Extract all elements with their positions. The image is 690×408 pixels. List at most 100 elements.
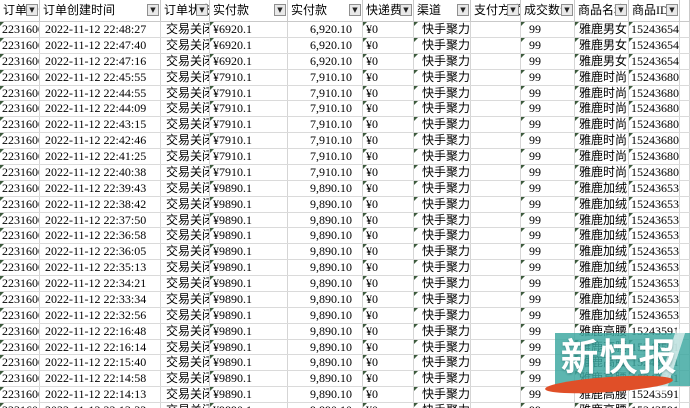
cell-product_id[interactable]: 152436539 <box>629 307 680 323</box>
cell-paid_num[interactable]: 9,890.10 <box>288 260 363 275</box>
cell-order_id[interactable]: 2231600 <box>0 244 40 260</box>
cell-status[interactable]: 交易关闭 <box>161 403 210 408</box>
cell-channel[interactable]: 快手聚力计 <box>414 339 471 355</box>
cell-channel[interactable]: 快手聚力计 <box>414 117 471 133</box>
cell-product[interactable]: 雅鹿高腰 <box>575 387 629 402</box>
cell-product[interactable]: 雅鹿加绒 <box>575 260 629 275</box>
cell-paid_text[interactable]: ¥9890.1 <box>210 355 288 371</box>
cell-payment[interactable] <box>471 403 521 408</box>
cell-paid_num[interactable]: 6,920.10 <box>288 22 363 37</box>
cell-paid_num[interactable]: 7,910.10 <box>288 133 363 148</box>
cell-created[interactable]: 2022-11-12 22:34:21 <box>40 276 161 291</box>
filter-dropdown-icon[interactable]: ▼ <box>666 4 678 16</box>
cell-product_id[interactable]: 152436539 <box>629 276 680 291</box>
cell-product[interactable]: 雅鹿时尚 <box>575 133 629 148</box>
cell-shipping[interactable]: ¥0 <box>363 180 414 196</box>
cell-created[interactable]: 2022-11-12 22:44:09 <box>40 101 161 117</box>
cell-order_id[interactable]: 2231600 <box>0 164 40 180</box>
cell-extra[interactable] <box>680 22 690 37</box>
cell-shipping[interactable]: ¥0 <box>363 53 414 69</box>
cell-paid_num[interactable]: 9,890.10 <box>288 196 363 212</box>
cell-paid_text[interactable]: ¥9890.1 <box>210 323 288 339</box>
cell-shipping[interactable]: ¥0 <box>363 276 414 291</box>
cell-order_id[interactable]: 2231600 <box>0 196 40 212</box>
cell-paid_num[interactable]: 9,890.10 <box>288 403 363 408</box>
cell-payment[interactable] <box>471 149 521 164</box>
filter-dropdown-icon[interactable]: ▼ <box>147 4 159 16</box>
cell-product_id[interactable]: 152435910 <box>629 323 680 339</box>
cell-status[interactable]: 交易关闭 <box>161 339 210 355</box>
cell-shipping[interactable]: ¥0 <box>363 260 414 275</box>
cell-product[interactable]: 雅鹿高腰 <box>575 403 629 408</box>
cell-product_id[interactable]: 152436539 <box>629 244 680 260</box>
cell-payment[interactable] <box>471 133 521 148</box>
cell-paid_num[interactable]: 9,890.10 <box>288 387 363 402</box>
cell-product[interactable]: 雅鹿时尚 <box>575 117 629 133</box>
cell-qty[interactable]: 99 <box>521 387 575 402</box>
cell-product_id[interactable]: 152436541 <box>629 22 680 37</box>
cell-shipping[interactable]: ¥0 <box>363 196 414 212</box>
cell-channel[interactable]: 快手聚力计 <box>414 53 471 69</box>
filter-dropdown-icon[interactable]: ▼ <box>561 4 573 16</box>
cell-paid_text[interactable]: ¥6920.1 <box>210 53 288 69</box>
cell-extra[interactable] <box>680 260 690 275</box>
cell-status[interactable]: 交易关闭 <box>161 85 210 101</box>
cell-created[interactable]: 2022-11-12 22:47:16 <box>40 53 161 69</box>
cell-paid_text[interactable]: ¥9890.1 <box>210 196 288 212</box>
cell-extra[interactable] <box>680 323 690 339</box>
cell-paid_num[interactable]: 9,890.10 <box>288 244 363 260</box>
cell-shipping[interactable]: ¥0 <box>363 149 414 164</box>
cell-paid_text[interactable]: ¥7910.1 <box>210 69 288 85</box>
cell-qty[interactable]: 99 <box>521 164 575 180</box>
cell-product_id[interactable]: 152435910 <box>629 387 680 402</box>
cell-product[interactable]: 雅鹿男女 <box>575 37 629 53</box>
cell-product_id[interactable]: 152436809 <box>629 164 680 180</box>
cell-order_id[interactable]: 2231600 <box>0 101 40 117</box>
cell-channel[interactable]: 快手聚力计 <box>414 228 471 244</box>
cell-extra[interactable] <box>680 164 690 180</box>
cell-extra[interactable] <box>680 371 690 387</box>
cell-channel[interactable]: 快手聚力计 <box>414 355 471 371</box>
filter-dropdown-icon[interactable]: ▼ <box>26 4 38 16</box>
cell-created[interactable]: 2022-11-12 22:32:56 <box>40 307 161 323</box>
cell-paid_text[interactable]: ¥7910.1 <box>210 117 288 133</box>
cell-channel[interactable]: 快手聚力计 <box>414 180 471 196</box>
filter-dropdown-icon[interactable]: ▼ <box>615 4 627 16</box>
cell-status[interactable]: 交易关闭 <box>161 355 210 371</box>
cell-status[interactable]: 交易关闭 <box>161 291 210 307</box>
cell-product_id[interactable]: 152436539 <box>629 228 680 244</box>
cell-shipping[interactable]: ¥0 <box>363 117 414 133</box>
cell-extra[interactable] <box>680 149 690 164</box>
cell-order_id[interactable]: 2231600 <box>0 22 40 37</box>
cell-qty[interactable]: 99 <box>521 22 575 37</box>
cell-created[interactable]: 2022-11-12 22:37:50 <box>40 212 161 228</box>
cell-extra[interactable] <box>680 37 690 53</box>
cell-payment[interactable] <box>471 260 521 275</box>
cell-shipping[interactable]: ¥0 <box>363 164 414 180</box>
cell-created[interactable]: 2022-11-12 22:42:46 <box>40 133 161 148</box>
cell-status[interactable]: 交易关闭 <box>161 37 210 53</box>
cell-qty[interactable]: 99 <box>521 323 575 339</box>
cell-status[interactable]: 交易关闭 <box>161 260 210 275</box>
cell-created[interactable]: 2022-11-12 22:44:55 <box>40 85 161 101</box>
cell-payment[interactable] <box>471 101 521 117</box>
cell-product_id[interactable]: 152436539 <box>629 212 680 228</box>
cell-shipping[interactable]: ¥0 <box>363 37 414 53</box>
cell-order_id[interactable]: 2231600 <box>0 339 40 355</box>
cell-order_id[interactable]: 2231600 <box>0 403 40 408</box>
cell-paid_text[interactable]: ¥9890.1 <box>210 228 288 244</box>
cell-status[interactable]: 交易关闭 <box>161 276 210 291</box>
cell-product_id[interactable]: 152436541 <box>629 37 680 53</box>
cell-payment[interactable] <box>471 196 521 212</box>
cell-extra[interactable] <box>680 307 690 323</box>
cell-status[interactable]: 交易关闭 <box>161 164 210 180</box>
cell-order_id[interactable]: 2231600 <box>0 276 40 291</box>
cell-status[interactable]: 交易关闭 <box>161 22 210 37</box>
cell-payment[interactable] <box>471 37 521 53</box>
filter-dropdown-icon[interactable]: ▼ <box>274 4 286 16</box>
cell-qty[interactable]: 99 <box>521 260 575 275</box>
cell-qty[interactable]: 99 <box>521 85 575 101</box>
cell-product[interactable]: 雅鹿男女 <box>575 22 629 37</box>
cell-paid_num[interactable]: 9,890.10 <box>288 291 363 307</box>
cell-qty[interactable]: 99 <box>521 196 575 212</box>
